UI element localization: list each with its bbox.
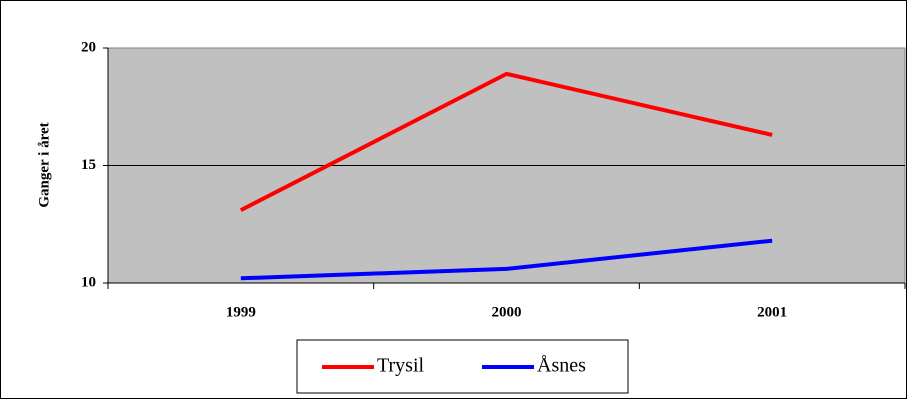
y-axis-label: Ganger i året	[36, 122, 52, 207]
x-tick-label: 1999	[226, 304, 256, 320]
x-tick-label: 2001	[757, 304, 787, 320]
legend-label: Trysil	[377, 355, 425, 377]
line	[239, 71, 773, 212]
y-tick-label: 20	[81, 39, 96, 55]
y-tick-label: 10	[81, 274, 96, 290]
x-tick-label: 2000	[492, 304, 522, 320]
legend-label: Åsnes	[537, 355, 586, 377]
line	[240, 238, 773, 281]
y-tick-label: 15	[81, 157, 96, 173]
